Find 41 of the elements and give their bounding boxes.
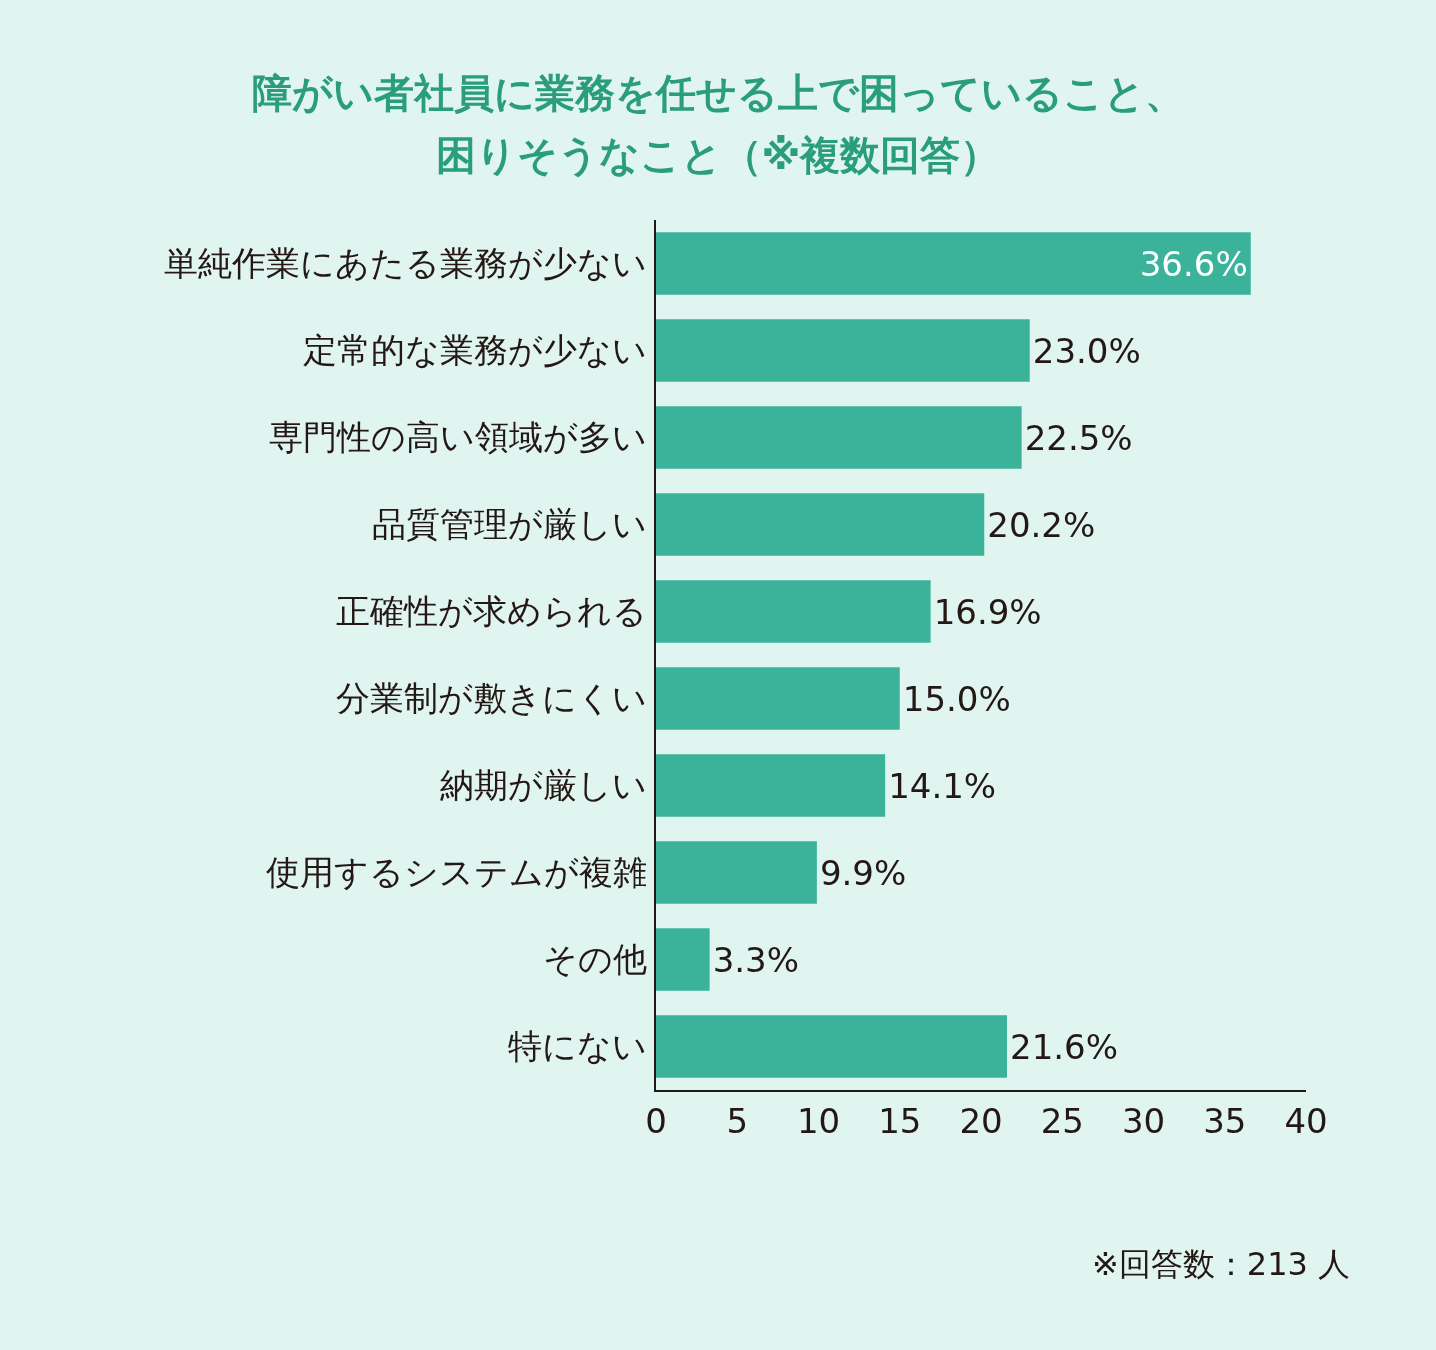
- text: ※回答数：213 人: [1092, 1245, 1351, 1283]
- y-tick-label: 納期が厳しい: [440, 765, 648, 806]
- x-tick-label: 15: [878, 1100, 922, 1141]
- bar: [656, 667, 900, 730]
- y-tick-label: 使用するシステムが複雑: [266, 852, 648, 893]
- x-tick-label: 5: [726, 1100, 749, 1141]
- bar: [656, 319, 1030, 382]
- x-tick-label: 20: [959, 1100, 1003, 1141]
- bar: [656, 1015, 1007, 1078]
- y-tick-label: 専門性の高い領域が多い: [269, 417, 648, 458]
- bar: [656, 841, 817, 904]
- x-tick-label: 10: [796, 1100, 841, 1141]
- y-tick-label: 分業制が敷きにくい: [336, 678, 648, 719]
- bar: [656, 580, 931, 643]
- data-label: 14.1%: [888, 765, 997, 806]
- data-label: 15.0%: [902, 678, 1011, 719]
- data-label: 9.9%: [819, 852, 907, 893]
- y-tick-label: 品質管理が厳しい: [372, 504, 648, 545]
- data-label: 16.9%: [933, 591, 1042, 632]
- y-tick-label: その他: [543, 939, 648, 980]
- data-label: 22.5%: [1024, 417, 1133, 458]
- bar: [656, 406, 1022, 469]
- x-tick-label: 0: [645, 1100, 667, 1141]
- y-tick-label: 正確性が求められる: [336, 591, 648, 632]
- bar: [656, 754, 886, 817]
- bar: [656, 493, 985, 556]
- data-label: 23.0%: [1032, 330, 1141, 371]
- bar: [656, 232, 1251, 295]
- data-label: 20.2%: [987, 504, 1096, 545]
- x-tick-label: 25: [1040, 1100, 1084, 1141]
- data-label: 3.3%: [712, 939, 800, 980]
- y-tick-label: 特にない: [508, 1026, 648, 1067]
- bar: [656, 928, 710, 991]
- data-label: 36.6%: [1139, 243, 1248, 284]
- y-tick-label: 定常的な業務が少ない: [303, 330, 648, 371]
- x-tick-label: 40: [1284, 1100, 1328, 1141]
- data-label: 21.6%: [1010, 1026, 1119, 1067]
- x-tick-label: 30: [1121, 1100, 1166, 1141]
- x-tick-label: 35: [1203, 1100, 1247, 1141]
- y-tick-label: 単純作業にあたる業務が少ない: [164, 243, 648, 284]
- chart-title: 障がい者社員に業務を任せる上で困っていること、困りそうなこと（※複数回答）: [250, 69, 1186, 180]
